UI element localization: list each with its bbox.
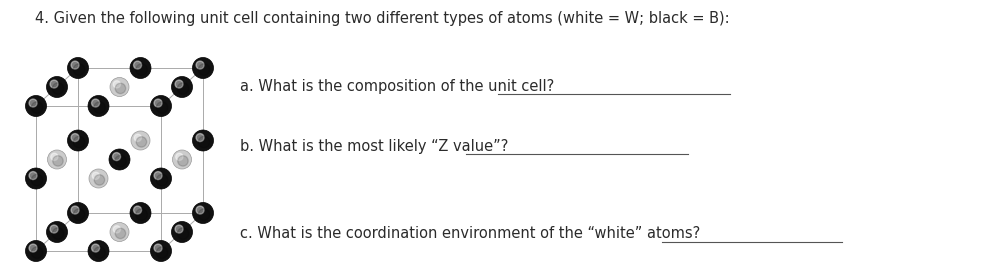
Circle shape [26,240,46,262]
Circle shape [50,80,58,88]
Circle shape [178,156,189,166]
Circle shape [196,61,204,69]
Text: c. What is the coordination environment of the “white” atoms?: c. What is the coordination environment … [240,227,700,241]
Circle shape [192,202,213,224]
Circle shape [68,130,88,151]
Circle shape [29,244,37,252]
Circle shape [130,202,151,224]
Circle shape [92,172,99,179]
Circle shape [31,247,43,258]
Circle shape [130,57,151,79]
Circle shape [198,209,210,220]
Circle shape [156,247,168,258]
Circle shape [29,172,37,180]
Circle shape [31,174,43,186]
Circle shape [113,226,121,233]
Circle shape [115,83,126,94]
Circle shape [150,168,172,189]
Circle shape [172,76,192,98]
Circle shape [52,83,64,94]
Text: a. What is the composition of the unit cell?: a. What is the composition of the unit c… [240,79,554,93]
Circle shape [198,136,210,148]
Circle shape [88,95,109,117]
Circle shape [173,150,191,169]
Circle shape [53,156,63,166]
Circle shape [115,228,126,239]
Circle shape [68,57,88,79]
Circle shape [154,172,162,180]
Circle shape [115,155,127,167]
Circle shape [26,95,46,117]
Circle shape [154,244,162,252]
Circle shape [156,174,168,186]
Circle shape [156,102,168,113]
Circle shape [136,137,146,147]
Circle shape [68,202,88,224]
Circle shape [178,228,189,239]
Circle shape [109,149,130,170]
Circle shape [88,240,109,262]
Circle shape [74,136,84,148]
Circle shape [46,76,68,98]
Circle shape [150,240,172,262]
Circle shape [192,57,213,79]
Circle shape [71,61,79,69]
Circle shape [93,247,105,258]
Circle shape [29,99,37,107]
Circle shape [31,102,43,113]
Circle shape [176,153,183,160]
Circle shape [71,206,79,214]
Circle shape [52,228,64,239]
Circle shape [175,80,183,88]
Circle shape [136,64,147,75]
Circle shape [93,102,105,113]
Text: 4. Given the following unit cell containing two different types of atoms (white : 4. Given the following unit cell contain… [35,11,730,26]
Circle shape [192,130,213,151]
Circle shape [134,206,141,214]
Circle shape [26,168,46,189]
Circle shape [110,222,129,241]
Circle shape [134,61,141,69]
Circle shape [94,175,105,185]
Circle shape [196,134,204,141]
Circle shape [198,64,210,75]
Circle shape [154,99,162,107]
Circle shape [50,225,58,233]
Circle shape [113,81,121,88]
Circle shape [110,78,129,96]
Circle shape [136,209,147,220]
Circle shape [175,225,183,233]
Circle shape [71,134,79,141]
Circle shape [131,131,150,150]
Circle shape [91,99,99,107]
Circle shape [150,95,172,117]
Text: b. What is the most likely “Z value”?: b. What is the most likely “Z value”? [240,138,509,153]
Circle shape [74,209,84,220]
Circle shape [89,169,108,188]
Circle shape [113,153,121,160]
Circle shape [178,83,189,94]
Circle shape [91,244,99,252]
Circle shape [47,150,67,169]
Circle shape [135,134,141,141]
Circle shape [46,221,68,243]
Circle shape [74,64,84,75]
Circle shape [172,221,192,243]
Circle shape [51,153,58,160]
Circle shape [196,206,204,214]
